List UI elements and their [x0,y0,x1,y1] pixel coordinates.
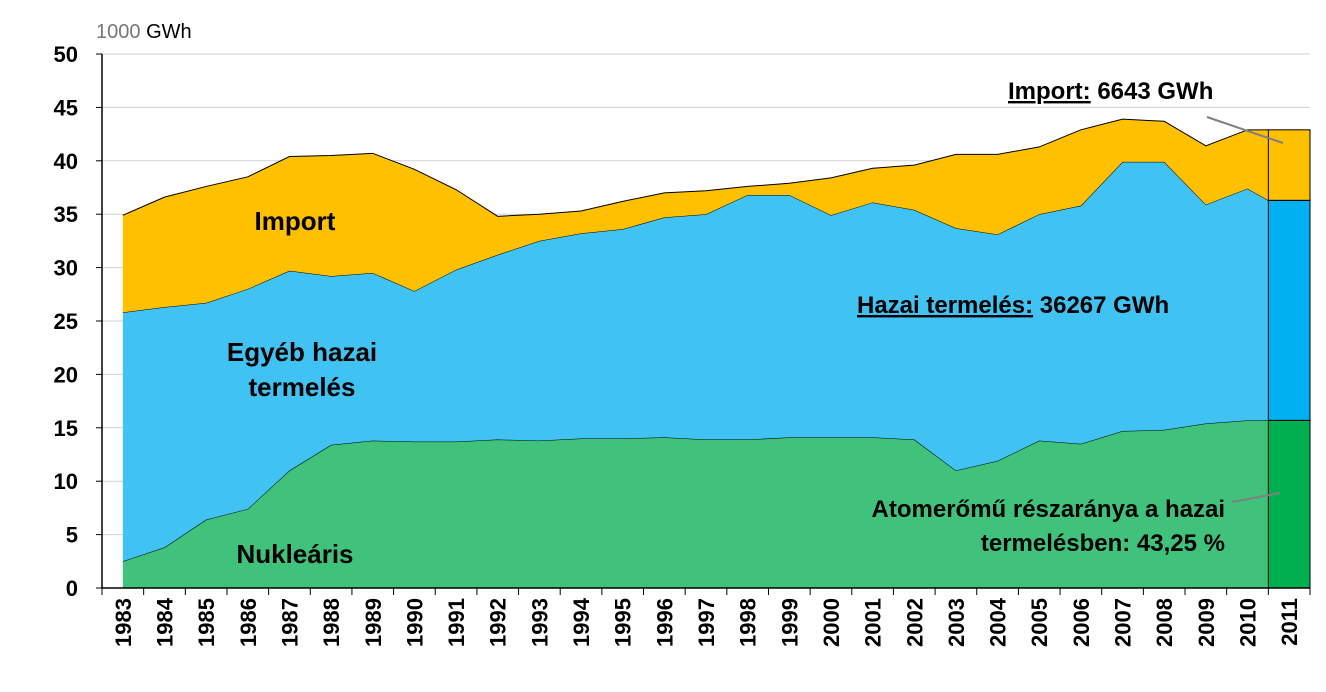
y-tick-label-1: 5 [66,523,78,548]
x-tick-label-18: 2001 [861,598,886,647]
y-tick-label-10: 50 [54,42,78,67]
x-tick-label-10: 1993 [527,598,552,647]
y-tick-label-4: 20 [54,362,78,387]
x-tick-label-22: 2005 [1027,598,1052,647]
x-tick-label-23: 2006 [1069,598,1094,647]
x-tick-label-3: 1986 [236,598,261,647]
y-tick-label-3: 15 [54,416,78,441]
x-tick-label-16: 1999 [777,598,802,647]
series-label-nuklearis: Nukleáris [236,539,353,569]
bar-2011-segment-0 [1267,419,1311,589]
x-tick-label-7: 1990 [402,598,427,647]
x-tick-label-19: 2002 [902,598,927,647]
x-tick-label-28: 2011 [1277,598,1302,646]
x-tick-label-26: 2009 [1194,598,1219,647]
x-tick-label-1: 1984 [152,597,177,647]
y-tick-label-8: 40 [54,149,78,174]
x-tick-label-6: 1989 [361,598,386,647]
x-tick-label-15: 1998 [736,598,761,647]
annotation-hazai: Hazai termelés: 36267 GWh [857,292,1169,319]
x-tick-label-8: 1991 [444,598,469,647]
x-tick-label-5: 1988 [319,598,344,647]
x-tick-label-12: 1995 [611,598,636,647]
y-tick-label-0: 0 [66,576,78,601]
x-tick-label-14: 1997 [694,598,719,647]
annotation-atom-1: Atomerőmű részaránya a hazai [872,496,1225,523]
series-label-egyeb-2: termelés [249,372,356,402]
unit-label: 1000 GWh [96,21,192,43]
y-tick-label-7: 35 [54,202,78,227]
x-tick-labels: 1983 1984 1985 1986 1987 1988 1989 1990 1991 1992… [111,597,1302,647]
x-tick-label-24: 2007 [1111,598,1136,647]
area-edge-2 [122,118,1269,217]
series-label-egyeb-1: Egyéb hazai [227,337,377,367]
bar-2011-segment-1 [1267,199,1311,421]
y-tick-labels: 0 5 10 15 20 25 30 35 40 45 50 [54,42,78,601]
x-tick-label-11: 1994 [569,597,594,647]
area-series [122,118,1269,588]
x-tick-label-13: 1996 [652,598,677,647]
y-tick-label-5: 25 [54,309,78,334]
x-tick-label-27: 2010 [1236,598,1261,647]
x-tick-label-25: 2008 [1152,598,1177,647]
y-tick-label-2: 10 [54,469,78,494]
series-label-import: Import [255,206,336,236]
x-tick-label-17: 2000 [819,598,844,647]
y-tick-label-9: 45 [54,95,78,120]
annotation-import: Import: 6643 GWh [1008,78,1213,105]
x-tick-label-2: 1985 [194,598,219,647]
area-0 [122,420,1269,588]
area-1 [122,161,1269,562]
x-tick-label-4: 1987 [277,598,302,647]
leader-line-import [1206,116,1284,144]
bar-2011 [1267,129,1311,589]
annotation-atom-2: termelésben: 43,25 % [981,530,1225,557]
axes [96,53,1311,595]
leader-line-atom [1231,492,1281,503]
bar-2011-segment-2 [1267,129,1311,201]
x-tick-label-20: 2003 [944,598,969,647]
x-tick-label-9: 1992 [486,598,511,647]
x-tick-label-0: 1983 [111,598,136,647]
x-tick-label-21: 2004 [986,597,1011,647]
y-tick-label-6: 30 [54,256,78,281]
